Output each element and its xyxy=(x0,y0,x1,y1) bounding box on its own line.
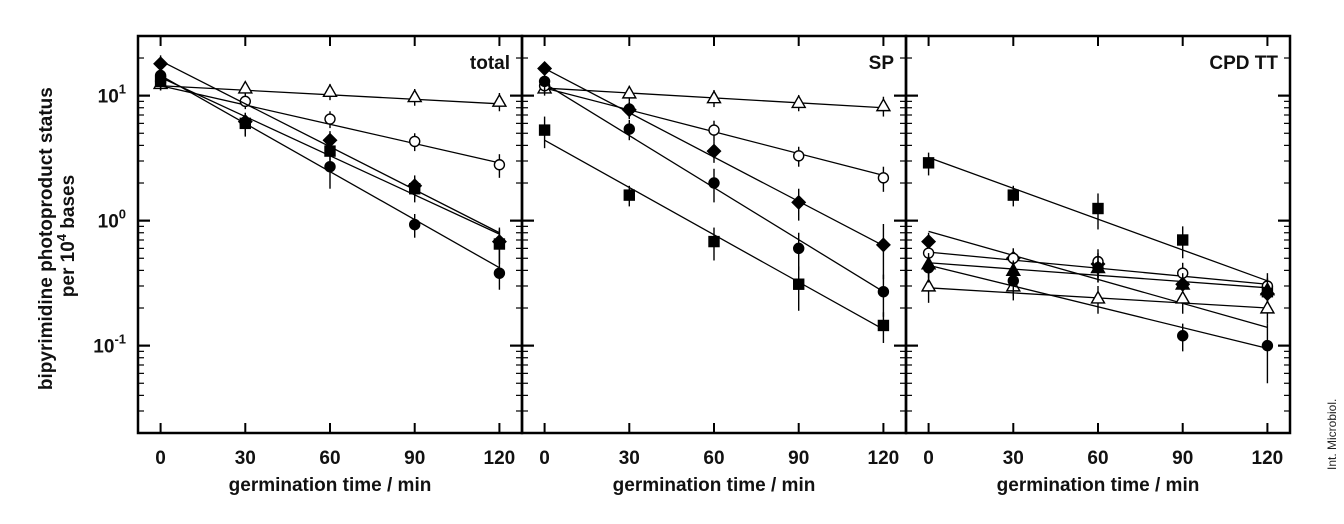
journal-credit: Int. Microbiol. xyxy=(1325,399,1339,470)
series-diamond-filled xyxy=(537,60,891,280)
data-point xyxy=(1092,202,1104,215)
data-point xyxy=(922,157,935,169)
data-point xyxy=(708,177,720,189)
series-square-filled xyxy=(538,116,890,343)
data-point xyxy=(493,159,506,171)
data-point xyxy=(708,235,720,248)
x-tick-label: 30 xyxy=(619,448,640,469)
data-point xyxy=(1007,189,1019,201)
data-point xyxy=(877,172,890,184)
data-point xyxy=(875,97,892,112)
x-tick-label: 60 xyxy=(1087,448,1108,469)
data-point xyxy=(154,69,167,82)
x-axis-title: germination time / min xyxy=(613,475,816,496)
panel-3: 0 30 60 90 120 germination time / min CPD TT xyxy=(904,34,1292,496)
series-circle-filled xyxy=(538,73,890,317)
data-point xyxy=(1007,275,1019,287)
data-point xyxy=(1177,330,1189,342)
data-point xyxy=(324,161,336,173)
y-axis-title: bipyrimidine photoproduct status per 104… xyxy=(36,82,79,390)
data-point xyxy=(1092,262,1104,274)
x-tick-label: 120 xyxy=(868,448,900,469)
data-point xyxy=(708,124,720,136)
y-axis-title-line1: bipyrimidine photoproduct status xyxy=(36,87,57,390)
x-tick-label: 120 xyxy=(1252,448,1284,469)
x-axis-title: germination time / min xyxy=(997,475,1200,496)
data-point xyxy=(877,319,890,332)
data-point xyxy=(877,286,890,298)
fit-line xyxy=(928,264,1268,350)
series-circle-open xyxy=(154,75,506,178)
data-point xyxy=(706,143,722,159)
x-axis-title: germination time / min xyxy=(229,475,432,496)
series-triangle-open xyxy=(152,75,508,112)
y-axis-title-suffix: bases xyxy=(58,175,79,234)
x-tick-label: 60 xyxy=(319,448,340,469)
data-point xyxy=(875,237,891,253)
y-axis-title-prefix: per 10 xyxy=(58,241,79,297)
x-tick-label: 60 xyxy=(703,448,724,469)
series-triangle-open xyxy=(920,273,1276,324)
data-point xyxy=(409,183,421,195)
data-point xyxy=(409,135,421,148)
data-point xyxy=(793,150,805,162)
data-point xyxy=(1259,300,1276,314)
x-tick-label: 0 xyxy=(923,448,934,469)
data-point xyxy=(1261,339,1274,352)
plot-frame xyxy=(904,34,1292,435)
data-point xyxy=(537,60,553,76)
x-tick-label: 90 xyxy=(1172,448,1193,469)
panel-1: 0 30 60 90 120 germination time / min total 101… xyxy=(93,34,524,496)
panel-title: SP xyxy=(869,53,895,74)
data-point xyxy=(1174,290,1191,304)
data-point xyxy=(621,85,638,99)
x-tick-label: 90 xyxy=(788,448,809,469)
data-point xyxy=(790,94,807,109)
data-point xyxy=(322,83,338,98)
data-point xyxy=(1177,234,1189,246)
data-point xyxy=(1090,290,1106,304)
x-tick-label: 90 xyxy=(404,448,425,469)
data-point xyxy=(493,238,506,250)
data-point xyxy=(791,194,807,210)
x-tick-label: 30 xyxy=(235,448,256,469)
data-point xyxy=(706,89,722,104)
data-point xyxy=(493,267,506,279)
data-point xyxy=(623,123,635,135)
data-point xyxy=(621,102,637,118)
y-tick-label: 100 xyxy=(98,207,126,233)
data-point xyxy=(623,189,635,201)
x-tick-label: 120 xyxy=(484,448,516,469)
data-point xyxy=(491,93,508,107)
y-tick-label: 101 xyxy=(98,82,126,108)
x-tick-label: 30 xyxy=(1003,448,1024,469)
panel-2: 0 30 60 90 120 germination time / min SP xyxy=(520,34,908,496)
data-point xyxy=(538,124,551,136)
data-point xyxy=(922,262,935,274)
data-point xyxy=(920,278,937,292)
data-point xyxy=(793,242,805,255)
data-point xyxy=(237,80,254,94)
data-point xyxy=(538,75,551,88)
data-point xyxy=(324,113,336,125)
data-point xyxy=(409,218,421,231)
data-point xyxy=(239,117,251,130)
data-point xyxy=(1259,281,1276,296)
y-tick-label: 10-1 xyxy=(93,332,126,358)
x-tick-label: 0 xyxy=(539,448,550,469)
x-tick-label: 0 xyxy=(155,448,166,469)
data-point xyxy=(793,278,805,290)
panel-title: total xyxy=(470,53,510,74)
series-circle-filled xyxy=(922,256,1274,384)
data-point xyxy=(406,88,423,103)
panel-title: CPD TT xyxy=(1209,53,1278,74)
data-point xyxy=(153,56,169,72)
y-axis-title-exponent: 4 xyxy=(54,233,69,241)
series-circle-filled xyxy=(154,68,506,290)
